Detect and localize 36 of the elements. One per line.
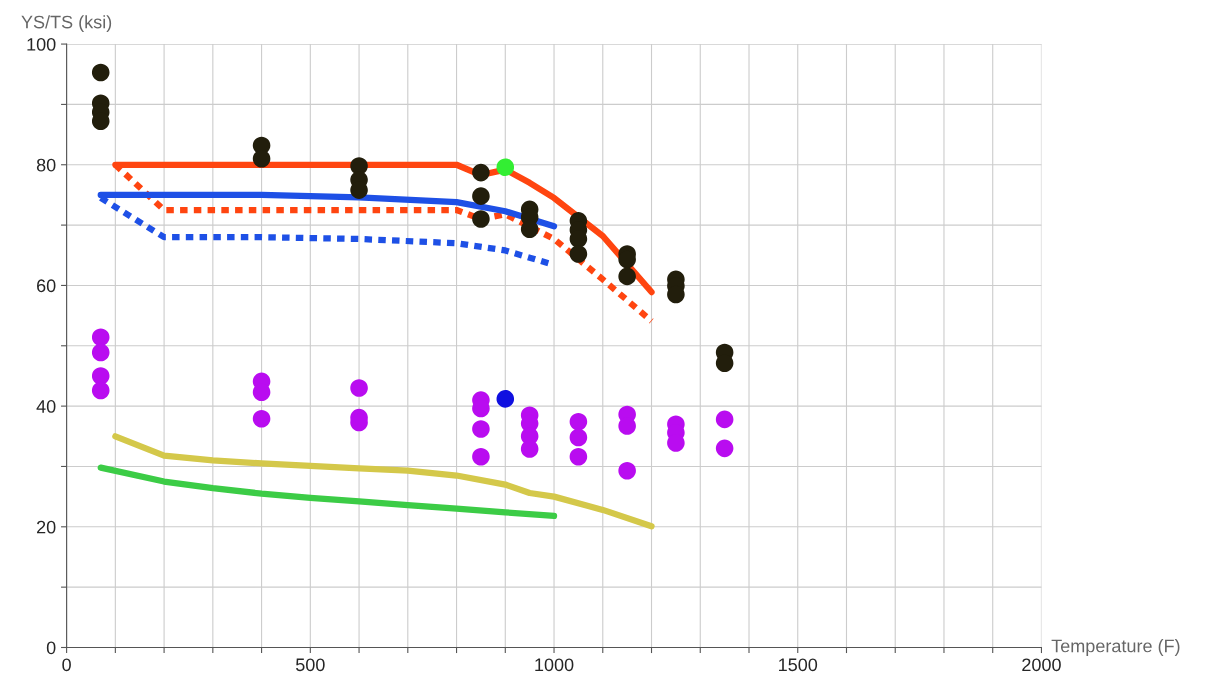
x-tick-label: 2000 (1022, 658, 1061, 672)
point (569, 448, 588, 466)
point (91, 367, 110, 385)
point (91, 63, 110, 82)
point (91, 381, 110, 400)
x-axis-title: Temperature (F) (1051, 639, 1180, 656)
point (569, 413, 588, 431)
point (569, 245, 588, 263)
point (496, 390, 515, 408)
point (472, 420, 490, 438)
point (569, 428, 588, 447)
point (91, 343, 110, 362)
point (520, 440, 539, 458)
point (715, 410, 734, 429)
point (618, 267, 636, 286)
y-tick-label: 60 (37, 279, 56, 293)
point (496, 158, 515, 176)
x-tick-label: 500 (295, 658, 325, 672)
y-tick-label: 0 (46, 641, 56, 655)
point (350, 379, 368, 397)
y-tick-label: 80 (36, 158, 56, 172)
x-tick-label: 0 (62, 658, 71, 672)
point (91, 328, 110, 347)
point (472, 210, 490, 228)
point (252, 410, 271, 428)
point (472, 187, 490, 205)
y-tick-label: 100 (27, 38, 56, 51)
point (715, 439, 734, 458)
point (618, 461, 636, 480)
x-tick-label: 1500 (779, 658, 818, 672)
y-axis-title: YS/TS (ksi) (21, 15, 112, 32)
y-tick-label: 40 (36, 400, 56, 413)
point (472, 163, 490, 182)
point (472, 448, 490, 466)
x-tick-label: 1000 (535, 658, 574, 672)
y-tick-label: 20 (37, 520, 56, 534)
